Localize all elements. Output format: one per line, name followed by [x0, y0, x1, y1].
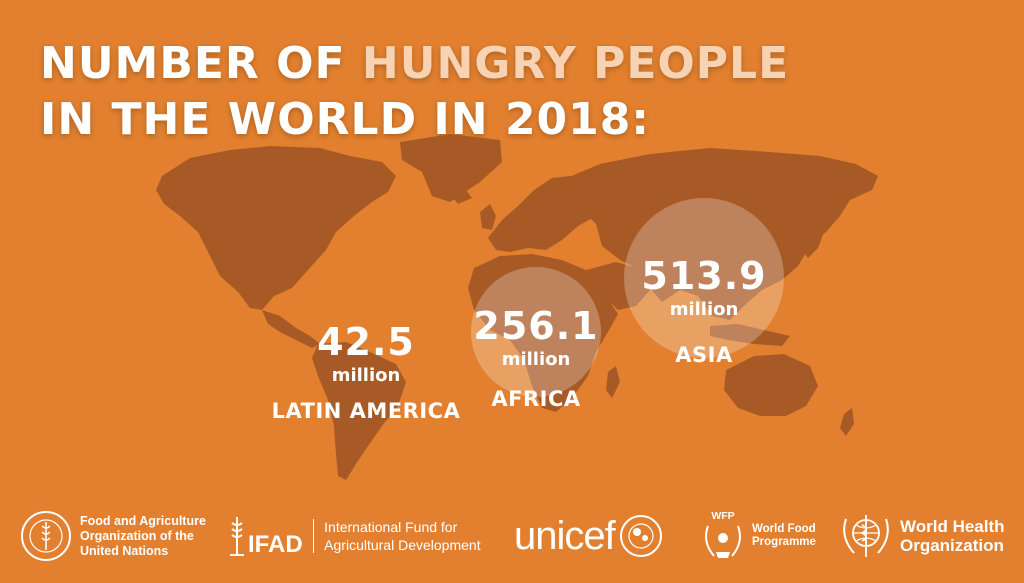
stat-asia: 513.9 million ASIA — [604, 254, 804, 368]
unicef-logo: unicef — [514, 503, 663, 569]
title-line-2: IN THE WORLD IN 2018: — [40, 94, 650, 145]
fao-name: Food and Agriculture Organization of the… — [80, 514, 206, 559]
map-north-america — [156, 146, 396, 310]
who-line-1: World Health — [900, 517, 1005, 536]
wfp-wreath-icon — [705, 525, 741, 558]
map-iceland — [450, 190, 472, 204]
ifad-wordmark: IFAD — [248, 531, 303, 558]
wheat-icon — [230, 517, 244, 556]
stat-value: 513.9 — [641, 254, 767, 298]
map-greenland — [400, 134, 502, 202]
who-logo: World Health Organization — [838, 503, 1005, 569]
africa-circle — [471, 267, 601, 397]
stat-region: LATIN AMERICA — [271, 399, 461, 423]
wfp-name: World Food Programme — [752, 523, 816, 549]
map-australia — [724, 354, 818, 416]
who-name: World Health Organization — [900, 517, 1005, 555]
who-emblem-icon — [843, 515, 889, 557]
map-africa — [468, 254, 618, 412]
stat-region: AFRICA — [491, 387, 581, 411]
title-line-1: NUMBER OF HUNGRY PEOPLE — [40, 36, 789, 92]
stat-africa: 256.1 million AFRICA — [436, 304, 636, 412]
ifad-divider — [312, 519, 315, 553]
wfp-badge: WFP — [711, 510, 735, 522]
stat-latin-america: 42.5 million LATIN AMERICA — [246, 320, 486, 424]
map-uk — [480, 204, 496, 230]
world-map — [156, 134, 878, 480]
map-south-america — [312, 342, 406, 480]
wfp-line-1: World Food — [752, 523, 816, 535]
stat-region: ASIA — [675, 343, 733, 367]
ifad-line-1: International Fund for — [324, 519, 458, 535]
partner-logos: Food and Agriculture Organization of the… — [0, 503, 1024, 573]
ifad-name: International Fund for Agricultural Deve… — [324, 518, 480, 554]
map-japan — [802, 220, 824, 258]
ifad-line-2: Agricultural Development — [324, 537, 481, 553]
map-southeast-asia — [710, 324, 790, 346]
wfp-logo: WFP World Food Programme — [700, 503, 816, 569]
fao-emblem-icon — [21, 511, 71, 561]
unicef-emblem-icon — [619, 515, 662, 557]
map-asia — [562, 148, 878, 320]
fao-line-1: Food and Agriculture — [80, 513, 206, 528]
map-madagascar — [606, 366, 620, 398]
title-prefix: NUMBER OF — [40, 38, 362, 89]
who-line-2: Organization — [900, 536, 1004, 555]
asia-circle — [624, 198, 784, 358]
fao-logo: Food and Agriculture Organization of the… — [20, 503, 206, 569]
wfp-line-2: Programme — [752, 536, 816, 548]
fao-line-3: United Nations — [80, 543, 169, 558]
map-middle-east — [586, 262, 650, 310]
map-central-america — [262, 310, 320, 348]
stat-unit: million — [501, 349, 571, 370]
fao-line-2: Organization of the — [80, 528, 194, 543]
stat-unit: million — [669, 299, 739, 320]
stat-unit: million — [331, 365, 401, 386]
title-highlight: HUNGRY PEOPLE — [361, 38, 790, 89]
unicef-wordmark: unicef — [514, 514, 616, 558]
map-new-zealand — [840, 408, 854, 436]
stat-value: 42.5 — [317, 320, 415, 364]
wfp-emblem: WFP — [700, 510, 746, 562]
stat-value: 256.1 — [473, 304, 599, 348]
ifad-logo: IFAD International Fund for Agricultural… — [226, 503, 481, 569]
infographic-title: NUMBER OF HUNGRY PEOPLE IN THE WORLD IN … — [40, 36, 789, 148]
